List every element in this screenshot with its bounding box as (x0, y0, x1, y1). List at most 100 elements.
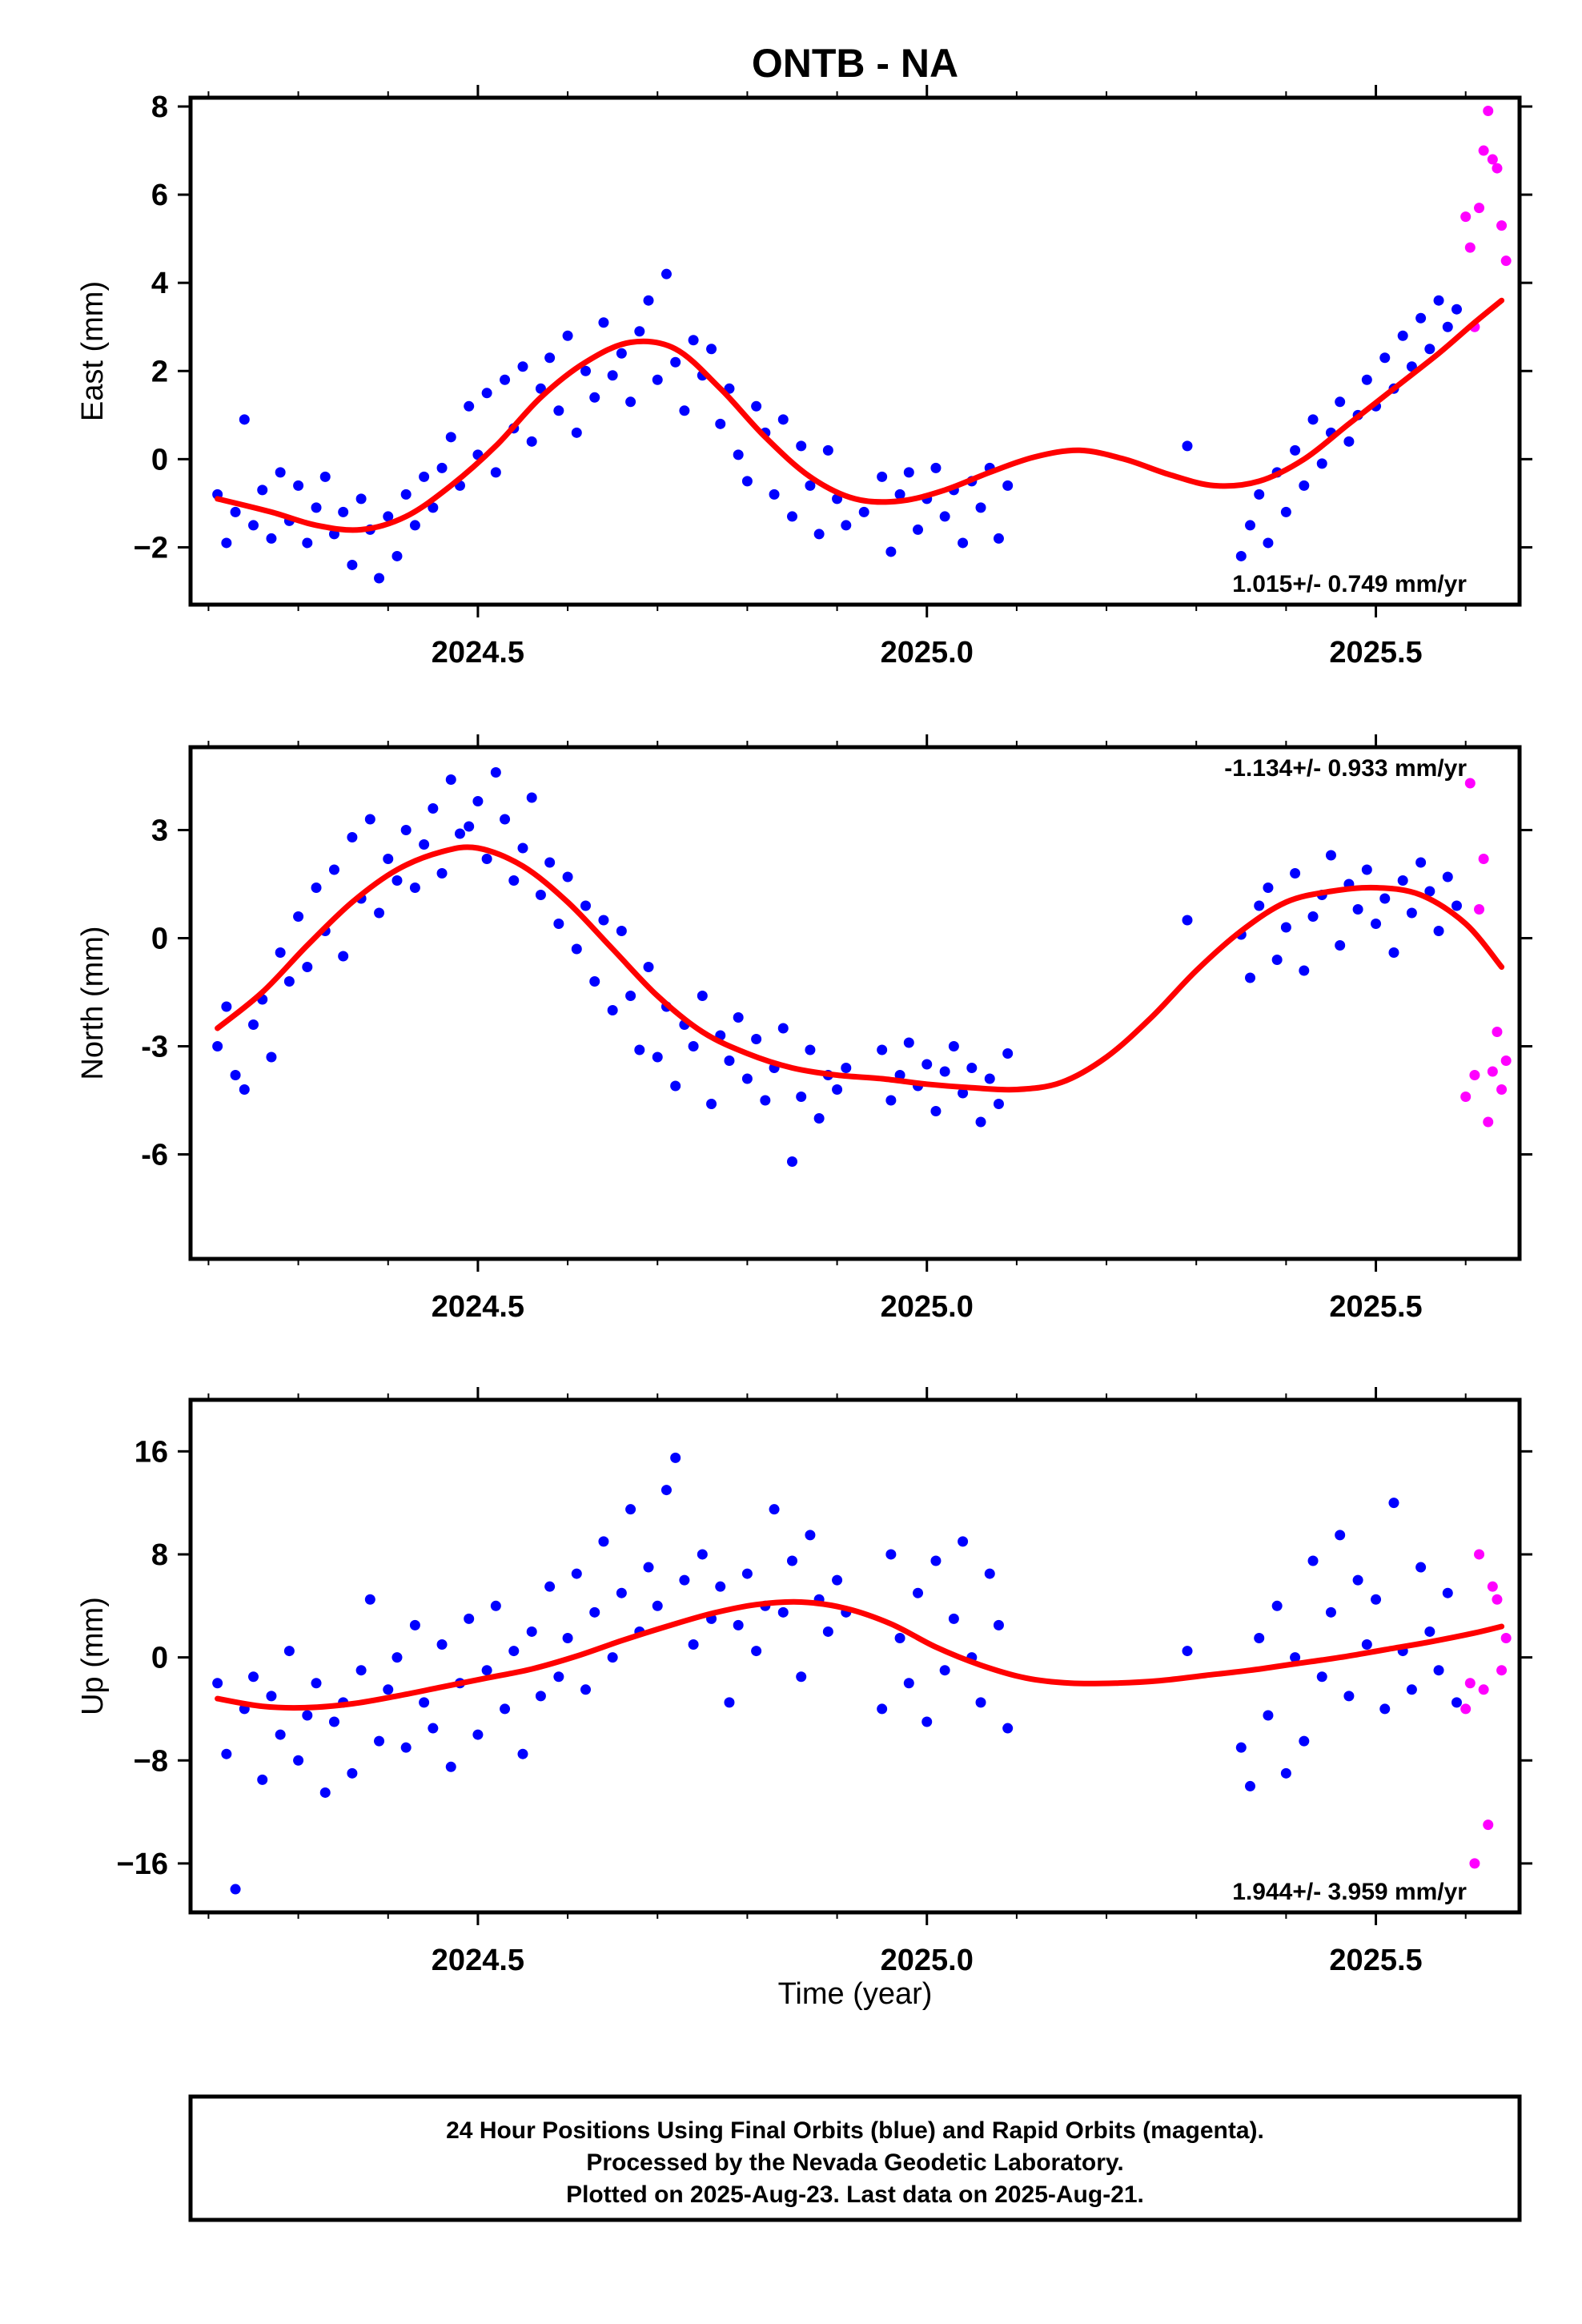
final-orbit-point (266, 533, 277, 544)
final-orbit-point (544, 352, 556, 364)
final-orbit-point (885, 1549, 897, 1560)
final-orbit-point (266, 1691, 277, 1702)
final-orbit-point (724, 1055, 735, 1066)
final-orbit-point (500, 814, 511, 825)
final-orbit-point (445, 774, 456, 785)
rapid-orbit-point (1478, 1684, 1489, 1695)
final-orbit-point (616, 1587, 627, 1598)
up-panel: 2024.5 2025.0 2025.5 −16 −8 0 8 16 Up (mm) 1.944+… (76, 1387, 1532, 1977)
final-orbit-point (1263, 883, 1274, 893)
rapid-orbit-point (1487, 1581, 1498, 1592)
final-orbit-point (311, 883, 322, 893)
final-orbit-point (1002, 1048, 1014, 1059)
final-orbit-point (598, 317, 609, 328)
north-panel: 2024.5 2025.0 2025.5 -6 -3 0 3 North (mm) -1.134… (76, 734, 1532, 1324)
final-orbit-point (526, 436, 537, 447)
final-orbit-point (571, 1568, 582, 1579)
final-orbit-point (796, 1671, 807, 1683)
rapid-orbit-point (1492, 1594, 1503, 1605)
final-orbit-point (302, 537, 313, 549)
rapid-orbit-point (1474, 904, 1485, 915)
final-orbit-point (1235, 550, 1247, 561)
final-orbit-point (1361, 864, 1372, 875)
final-orbit-point (400, 489, 412, 500)
final-orbit-point (913, 524, 924, 535)
final-orbit-point (939, 511, 950, 522)
final-orbit-point (1280, 922, 1291, 933)
final-orbit-point (1299, 1735, 1310, 1747)
final-orbit-point (374, 907, 385, 919)
final-orbit-point (1424, 886, 1435, 897)
final-orbit-point (391, 550, 403, 561)
final-orbit-point (939, 1665, 950, 1676)
final-orbit-point (526, 792, 537, 803)
final-orbit-point (338, 506, 349, 517)
final-orbit-point (688, 1639, 699, 1651)
final-orbit-point (391, 1652, 403, 1663)
final-orbit-point (1299, 480, 1310, 491)
figure-title: ONTB - NA (752, 41, 958, 86)
rapid-orbit-point (1460, 211, 1472, 223)
final-orbit-point (607, 370, 618, 381)
final-orbit-point (1442, 1587, 1453, 1598)
final-orbit-point (589, 1606, 600, 1618)
final-orbit-point (715, 1581, 726, 1592)
final-orbit-point (472, 1729, 484, 1740)
final-orbit-point (221, 537, 232, 549)
final-orbit-point (230, 1884, 241, 1895)
final-orbit-point (607, 1005, 618, 1015)
final-orbit-point (786, 1156, 797, 1167)
final-orbit-point (1361, 1639, 1372, 1651)
final-orbit-point (1352, 1574, 1363, 1586)
final-orbit-point (419, 839, 430, 850)
final-orbit-point (580, 1684, 592, 1695)
final-orbit-point (634, 326, 645, 337)
final-orbit-point (1271, 955, 1283, 965)
final-orbit-point (1002, 480, 1014, 491)
final-orbit-point (993, 533, 1004, 544)
final-orbit-point (544, 857, 556, 868)
final-orbit-point (293, 911, 304, 922)
final-orbit-point (1442, 321, 1453, 332)
final-orbit-point (1371, 919, 1382, 929)
caption-box: 24 Hour Positions Using Final Orbits (bl… (188, 2094, 1522, 2222)
final-orbit-point (894, 489, 905, 500)
final-orbit-point (1352, 904, 1363, 915)
final-orbit-point (984, 1568, 995, 1579)
final-orbit-point (1335, 940, 1346, 951)
final-orbit-point (894, 1632, 905, 1643)
final-orbit-point (1415, 1562, 1427, 1573)
final-orbit-point (777, 414, 789, 425)
east-panel: 2024.5 2025.0 2025.5 −2 0 2 4 6 8 East (mm) 1.015+… (76, 85, 1532, 669)
rapid-orbit-point (1496, 220, 1508, 231)
final-orbit-point (697, 991, 708, 1001)
final-orbit-point (1451, 900, 1462, 911)
final-orbit-point (364, 814, 375, 825)
rapid-orbit-point (1464, 778, 1476, 789)
final-orbit-point (903, 1678, 914, 1689)
model-fit-curve (215, 844, 1505, 1093)
final-orbit-point (1424, 344, 1435, 355)
rapid-orbit-point (1496, 1665, 1508, 1676)
final-orbit-point (1325, 1606, 1336, 1618)
final-orbit-point (562, 1632, 573, 1643)
final-orbit-point (921, 1716, 933, 1727)
final-orbit-point (481, 854, 492, 864)
final-orbit-point (374, 1735, 385, 1747)
panel-frame (188, 95, 1522, 607)
final-orbit-point (481, 388, 492, 399)
final-orbit-point (454, 828, 465, 839)
final-orbit-point (338, 951, 349, 962)
y-tick-label: 8 (151, 1538, 168, 1572)
final-orbit-point (580, 900, 592, 911)
y-tick-label: -3 (141, 1031, 168, 1064)
rapid-orbit-point (1500, 1632, 1512, 1643)
final-orbit-point (391, 875, 403, 886)
y-tick-label: 2 (151, 355, 168, 388)
final-orbit-point (1280, 1767, 1291, 1779)
final-orbit-point (355, 493, 367, 505)
final-orbit-point (733, 1012, 744, 1023)
final-orbit-point (751, 1034, 762, 1044)
final-orbit-point (1343, 436, 1355, 447)
final-orbit-point (921, 1059, 933, 1070)
